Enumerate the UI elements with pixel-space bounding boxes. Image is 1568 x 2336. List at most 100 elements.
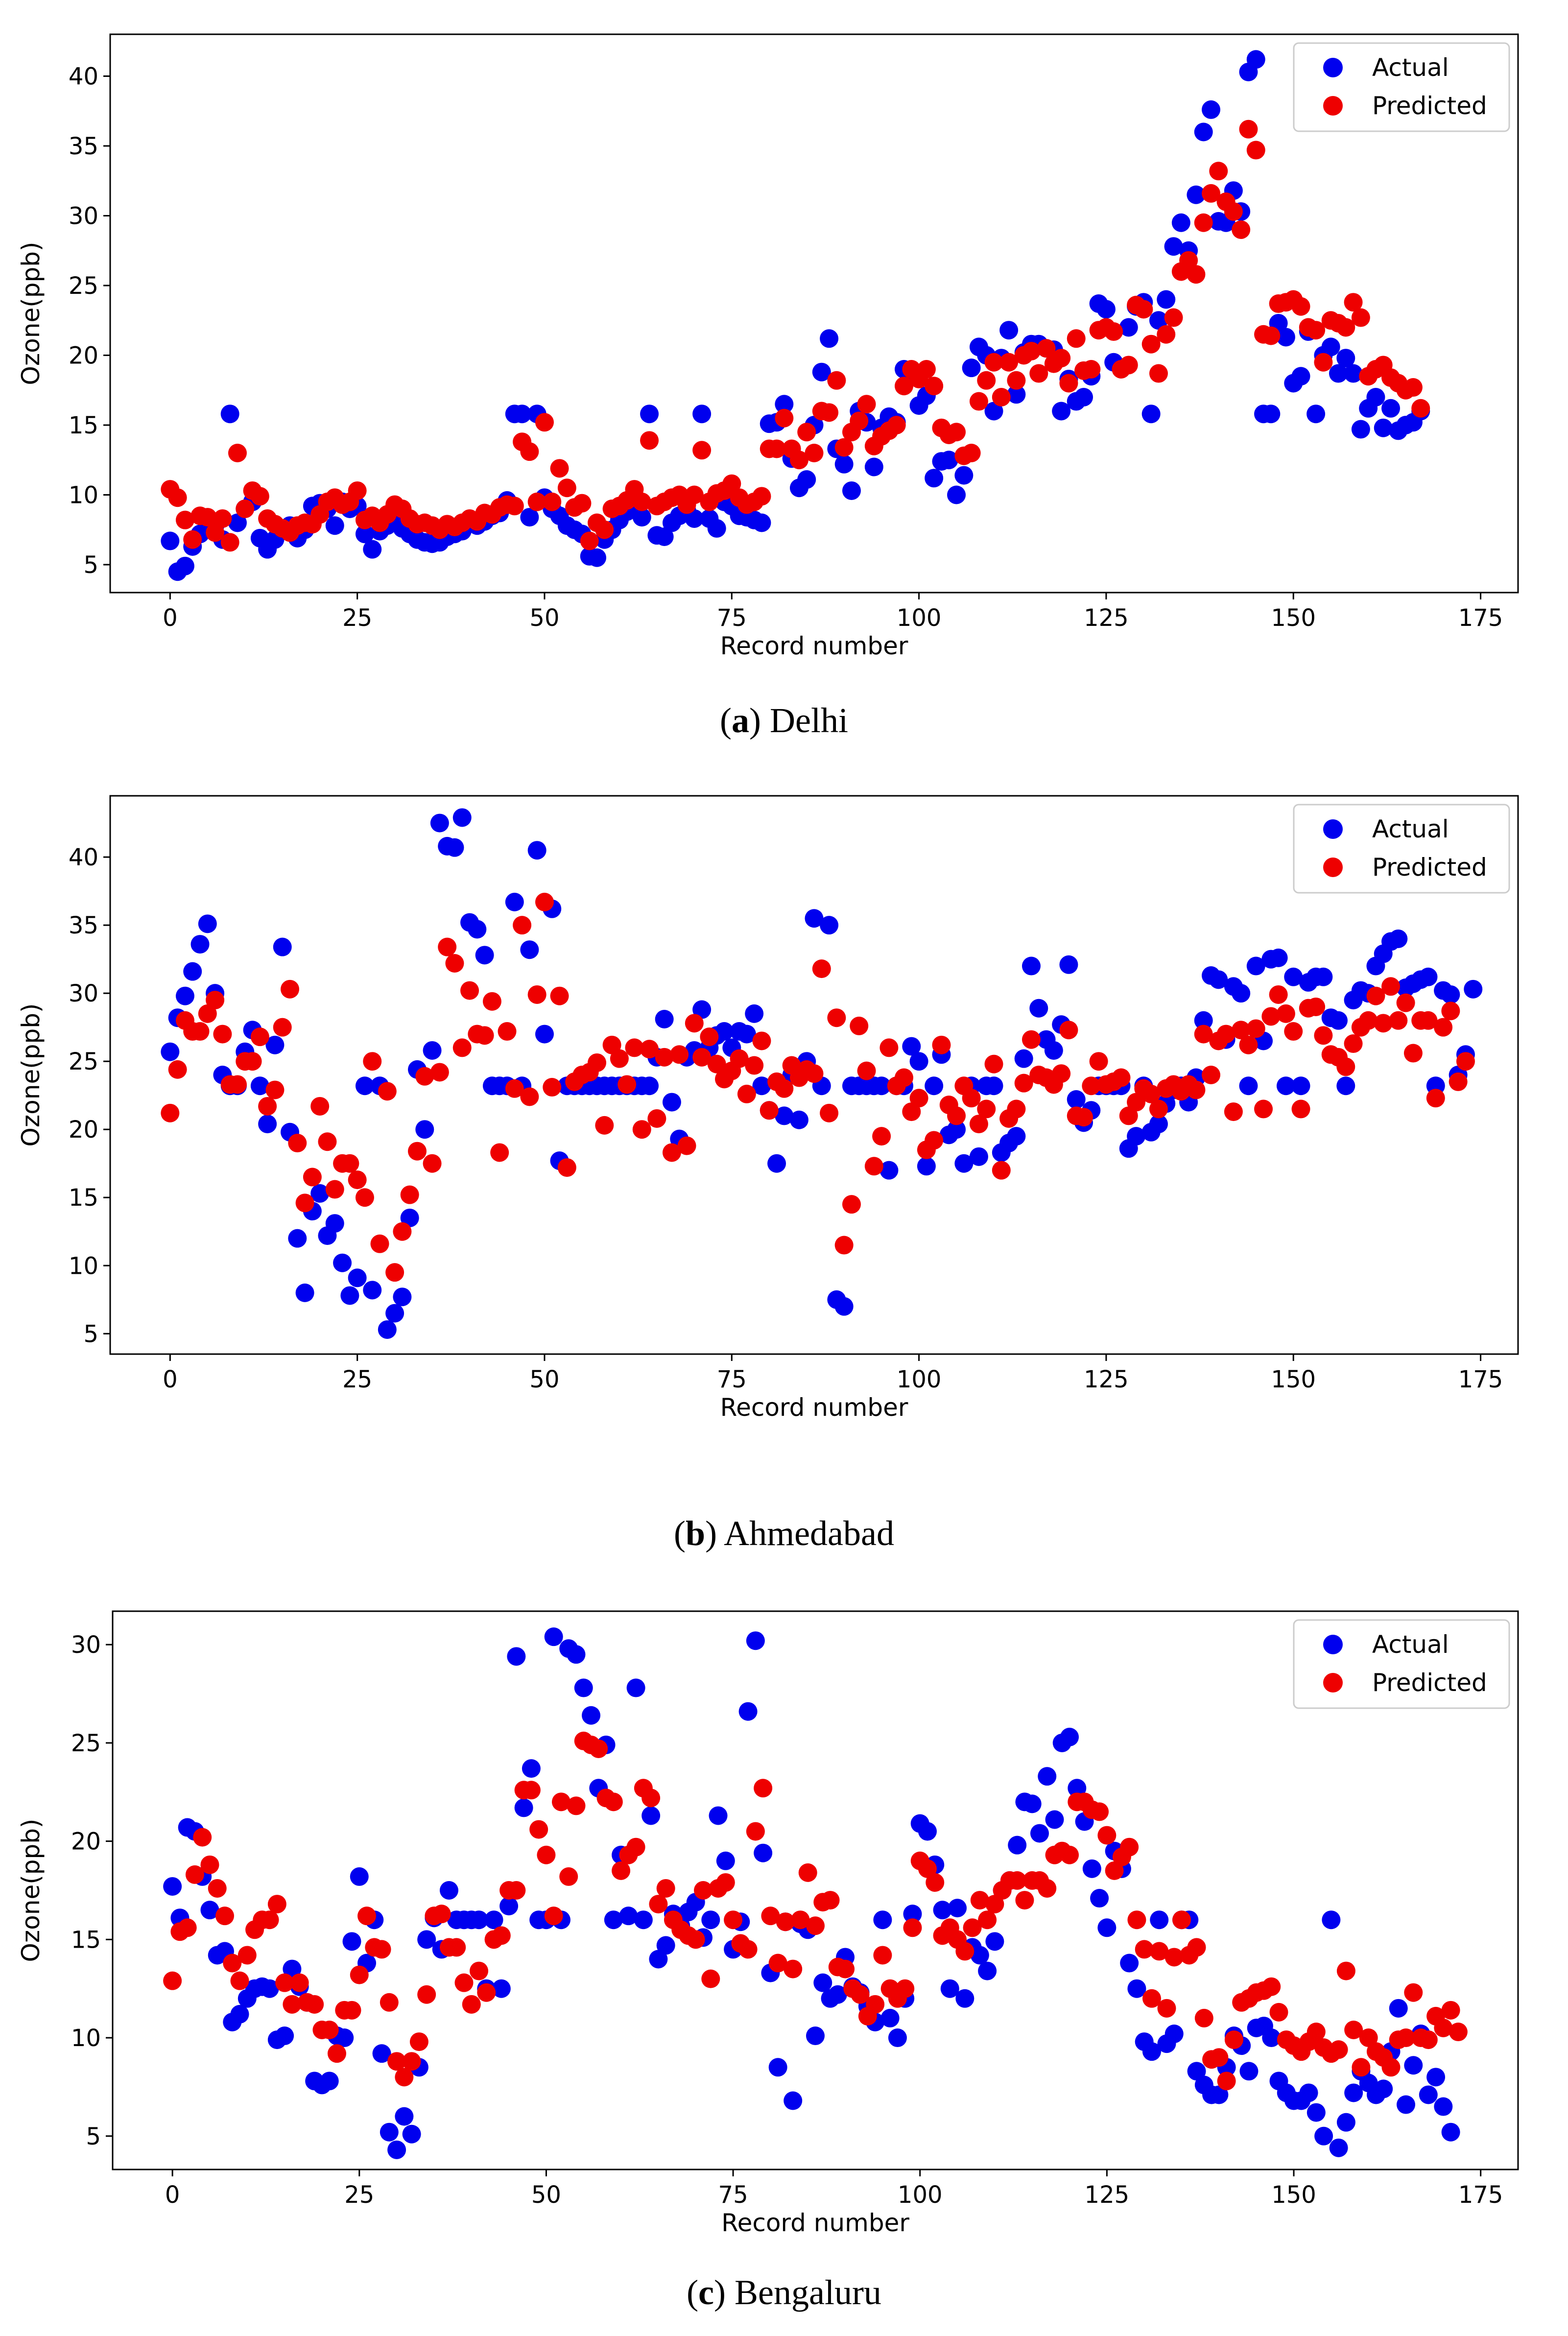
- point-predicted: [537, 1845, 556, 1864]
- point-actual: [1008, 1835, 1027, 1855]
- point-actual: [1120, 1954, 1139, 1973]
- point-actual: [1321, 337, 1340, 357]
- point-actual: [363, 1281, 382, 1300]
- point-actual: [1014, 1049, 1033, 1068]
- point-predicted: [1007, 371, 1026, 390]
- point-actual: [520, 508, 539, 527]
- point-actual: [1157, 290, 1176, 309]
- point-predicted: [887, 416, 906, 434]
- point-predicted: [492, 1926, 511, 1945]
- point-predicted: [866, 1995, 885, 2014]
- point-predicted: [348, 481, 367, 500]
- point-predicted: [1142, 1989, 1161, 2008]
- point-predicted: [260, 1910, 279, 1930]
- point-predicted: [1038, 1879, 1057, 1898]
- point-actual: [470, 1910, 489, 1930]
- point-actual: [834, 1297, 854, 1316]
- point-actual: [1336, 1076, 1355, 1096]
- point-actual: [260, 1979, 279, 1998]
- point-predicted: [303, 1168, 322, 1187]
- point-actual: [320, 2072, 339, 2091]
- point-predicted: [1119, 356, 1138, 375]
- legend-label: Predicted: [1372, 853, 1487, 882]
- point-actual: [522, 1759, 541, 1778]
- point-actual: [372, 2044, 391, 2063]
- point-actual: [163, 1877, 182, 1896]
- point-predicted: [955, 1942, 974, 1961]
- point-predicted: [168, 488, 187, 507]
- point-predicted: [1060, 1845, 1079, 1864]
- point-predicted: [543, 492, 562, 511]
- point-predicted: [1149, 1099, 1168, 1119]
- point-actual: [1291, 1076, 1310, 1096]
- point-actual: [738, 1702, 758, 1721]
- point-predicted: [1217, 2072, 1236, 2091]
- point-actual: [1314, 2126, 1333, 2145]
- point-actual: [880, 2008, 900, 2027]
- point-actual: [439, 1881, 458, 1900]
- point-predicted: [505, 1079, 524, 1098]
- point-predicted: [1120, 1837, 1139, 1857]
- point-actual: [1142, 2042, 1161, 2061]
- y-tick-label: 5: [83, 551, 98, 579]
- point-predicted: [559, 1867, 578, 1886]
- point-predicted: [977, 1099, 996, 1119]
- point-predicted: [238, 1946, 257, 1965]
- y-tick-label: 20: [69, 1116, 98, 1144]
- point-actual: [1022, 956, 1041, 976]
- point-predicted: [380, 1993, 399, 2012]
- point-actual: [662, 1093, 681, 1112]
- point-predicted: [206, 523, 225, 542]
- point-actual: [775, 1106, 794, 1125]
- x-axis-label: Record number: [720, 1393, 908, 1422]
- point-actual: [363, 540, 382, 559]
- point-predicted: [903, 1918, 922, 1937]
- point-predicted: [409, 2032, 428, 2051]
- point-predicted: [1179, 251, 1198, 270]
- point-actual: [283, 1959, 302, 1978]
- legend-marker: [1323, 858, 1343, 877]
- point-actual: [888, 2028, 907, 2048]
- point-predicted: [1202, 184, 1221, 203]
- point-predicted: [1449, 1072, 1468, 1091]
- point-predicted: [1150, 1942, 1169, 1961]
- point-actual: [588, 548, 607, 567]
- point-predicted: [969, 392, 988, 411]
- point-predicted: [879, 1038, 899, 1057]
- point-predicted: [372, 1940, 391, 1959]
- point-predicted: [1127, 1093, 1146, 1112]
- point-predicted: [355, 1188, 374, 1207]
- point-actual: [805, 909, 824, 928]
- point-predicted: [243, 1052, 262, 1071]
- point-predicted: [208, 1879, 227, 1898]
- y-tick-label: 20: [69, 342, 98, 370]
- point-predicted: [947, 1106, 966, 1125]
- point-actual: [228, 513, 247, 532]
- point-predicted: [557, 478, 576, 498]
- y-tick-label: 40: [69, 844, 98, 871]
- point-predicted: [1434, 1018, 1453, 1037]
- point-predicted: [1449, 2023, 1468, 2042]
- point-actual: [288, 1229, 307, 1248]
- y-tick-label: 25: [69, 1048, 98, 1075]
- point-predicted: [1210, 2048, 1229, 2067]
- point-predicted: [670, 1045, 689, 1064]
- point-actual: [1067, 1090, 1086, 1109]
- point-predicted: [1239, 119, 1258, 139]
- legend-marker: [1323, 1673, 1343, 1692]
- x-tick-label: 0: [163, 1366, 178, 1393]
- y-axis-label: Ozone(ppb): [17, 1003, 45, 1147]
- point-actual: [812, 362, 831, 381]
- point-actual: [499, 1897, 519, 1916]
- x-tick-label: 150: [1271, 604, 1316, 632]
- point-actual: [970, 1946, 989, 1965]
- point-actual: [842, 481, 861, 500]
- point-predicted: [797, 423, 816, 442]
- point-predicted: [827, 371, 846, 390]
- point-actual: [828, 1985, 847, 2004]
- point-actual: [350, 1867, 369, 1886]
- point-predicted: [310, 1096, 330, 1116]
- point-predicted: [1157, 325, 1176, 344]
- x-tick-label: 75: [718, 2181, 748, 2209]
- point-predicted: [649, 1895, 668, 1914]
